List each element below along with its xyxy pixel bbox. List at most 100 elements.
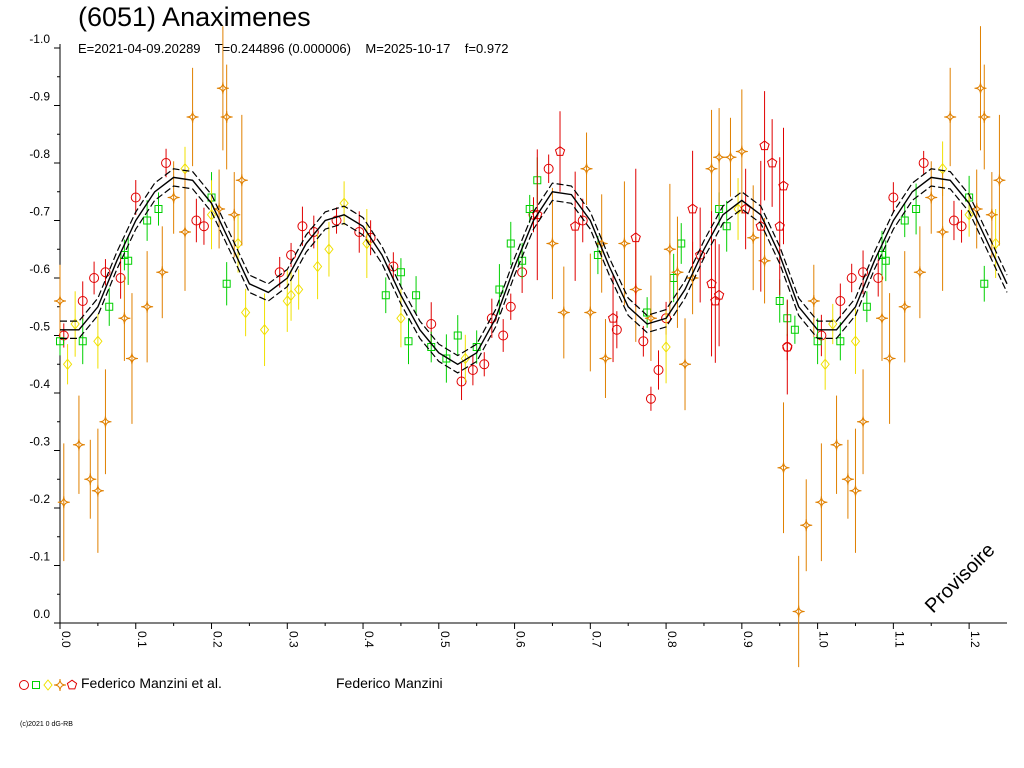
data-point-diamond [70,318,80,330]
data-point-diamond [661,341,671,353]
legend-symbol-pentagon [66,679,78,690]
y-tick-label: -0.6 [29,262,50,276]
data-point-star [925,191,938,204]
data-point-star [792,605,805,618]
data-point-square [105,302,114,311]
data-point-star [99,415,112,428]
legend-symbol-diamond [43,679,53,691]
data-point-circle [297,221,308,232]
data-point-pentagon [630,232,641,243]
data-point-pentagon [687,203,698,214]
data-point-circle [354,227,365,237]
data-point-square [775,297,784,305]
x-tick-label: 0.0 [59,631,73,648]
data-point-square [124,256,133,265]
data-point-star [978,110,991,124]
data-point-star [84,473,97,486]
data-point-diamond [339,197,349,210]
data-point-circle [191,215,202,226]
data-point-square [404,337,413,346]
data-point-pentagon [554,146,566,156]
data-point-diamond [964,208,974,221]
data-point-star [875,312,889,325]
data-point-diamond [396,312,406,325]
x-tick-label: 0.5 [438,631,452,648]
data-point-square [912,205,921,213]
data-point-diamond [362,237,372,250]
data-point-circle [543,163,554,174]
x-tick-label: 1.1 [892,631,906,648]
chart-subtitle: E=2021-04-09.20289 T=0.244896 (0.000006)… [78,41,509,56]
data-point-circle [467,365,478,375]
x-tick-label: 0.4 [362,631,376,648]
y-tick-label: -0.5 [29,320,50,334]
data-point-circle [479,359,490,370]
data-point-star [777,461,790,474]
data-point-star [713,151,726,164]
legend-symbol-square [32,681,40,689]
data-point-diamond [294,283,304,296]
y-tick-label: -0.1 [29,550,50,564]
data-point-pentagon [570,220,581,231]
data-point-diamond [324,243,334,256]
data-point-star [186,110,199,124]
data-point-star [970,202,983,216]
data-point-square [222,279,231,288]
fit-band-lower [60,185,1008,374]
fit-curve [60,176,1008,366]
data-point-square [442,354,451,363]
data-point-square [525,205,534,213]
data-point-star [178,225,192,239]
data-point-star [747,231,760,244]
data-point-square [56,337,64,346]
data-point-star [216,82,229,95]
data-point-square [453,331,462,340]
data-point-diamond [259,323,270,336]
data-point-star [985,208,998,221]
data-point-circle [100,267,111,278]
data-point-square [506,239,515,248]
data-point-diamond [312,260,323,273]
data-point-star [53,294,67,308]
data-point-diamond [820,358,830,371]
y-tick-label: -1.0 [29,32,50,46]
data-point-star [546,237,559,250]
data-point-star [678,358,692,371]
x-tick-label: 0.8 [665,631,679,648]
data-point-pentagon [607,312,619,323]
y-tick-label: -0.7 [29,205,50,219]
x-tick-label: 0.3 [286,631,300,648]
y-tick-label: -0.8 [29,147,50,161]
data-point-star [857,415,870,428]
data-point-star [213,202,226,216]
data-point-circle [331,215,342,226]
data-point-circle [115,273,126,283]
data-point-circle [638,336,649,347]
data-point-pentagon [782,341,793,352]
data-point-star [118,312,131,325]
data-point-pentagon [713,289,725,300]
y-tick-label: -0.4 [29,377,50,391]
data-point-square [381,291,390,300]
data-point-circle [130,192,141,203]
data-point-square [396,268,405,277]
data-point-square [790,325,799,334]
data-point-star [686,271,699,285]
data-point-square [154,205,163,213]
data-point-square [78,337,87,346]
fit-band-upper [60,168,1008,357]
y-tick-label: -0.2 [29,492,50,506]
data-point-circle [577,215,588,226]
watermark-provisoire: Provisoire [921,539,999,617]
data-point-diamond [990,237,1001,250]
data-point-star [663,243,676,256]
data-point-circle [505,301,516,312]
data-point-circle [956,221,967,232]
data-point-star [758,254,771,267]
data-point-diamond [828,318,838,330]
data-point-diamond [93,335,103,348]
data-point-star [883,352,896,365]
y-tick-label: -0.3 [29,435,50,449]
x-tick-label: 0.9 [741,631,755,648]
